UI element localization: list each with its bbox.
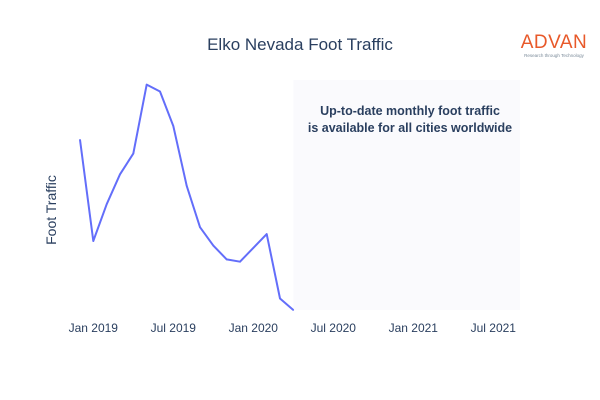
- data-point: [239, 260, 241, 263]
- x-tick-label: Jan 2021: [389, 321, 439, 335]
- data-point: [199, 226, 201, 228]
- data-point: [145, 83, 148, 86]
- y-axis-title: Foot Traffic: [43, 175, 59, 245]
- data-point: [119, 173, 121, 176]
- logo-tagline: Research through Technology: [524, 53, 584, 58]
- data-point: [92, 240, 95, 242]
- x-tick-label: Jul 2019: [151, 321, 197, 335]
- data-point: [105, 203, 108, 205]
- series-line: [79, 83, 294, 311]
- data-point: [292, 309, 295, 311]
- data-point: [212, 244, 215, 247]
- x-tick-label: Jul 2021: [471, 321, 517, 335]
- data-point: [132, 152, 135, 155]
- data-point: [185, 185, 188, 187]
- data-point: [252, 247, 255, 249]
- data-point: [265, 233, 268, 235]
- x-tick-label: Jan 2019: [69, 321, 119, 335]
- annotation-line-1: Up-to-date monthly foot traffic: [320, 104, 500, 118]
- data-point: [225, 258, 228, 261]
- chart-title: Elko Nevada Foot Traffic: [207, 35, 393, 54]
- series-points: [79, 83, 295, 311]
- data-point: [159, 90, 161, 93]
- annotation-line-2: is available for all cities worldwide: [308, 121, 512, 135]
- advan-logo: ADVAN Research through Technology: [521, 32, 588, 58]
- logo-wordmark: ADVAN: [521, 32, 588, 53]
- data-point: [172, 125, 175, 127]
- x-tick-label: Jan 2020: [229, 321, 279, 335]
- x-axis-ticks: Jan 2019 Jul 2019 Jan 2020 Jul 2020 Jan 2021…: [69, 321, 517, 335]
- unavailable-data-region: [293, 80, 520, 310]
- x-tick-label: Jul 2020: [311, 321, 357, 335]
- data-point: [79, 139, 81, 141]
- data-point: [279, 297, 281, 300]
